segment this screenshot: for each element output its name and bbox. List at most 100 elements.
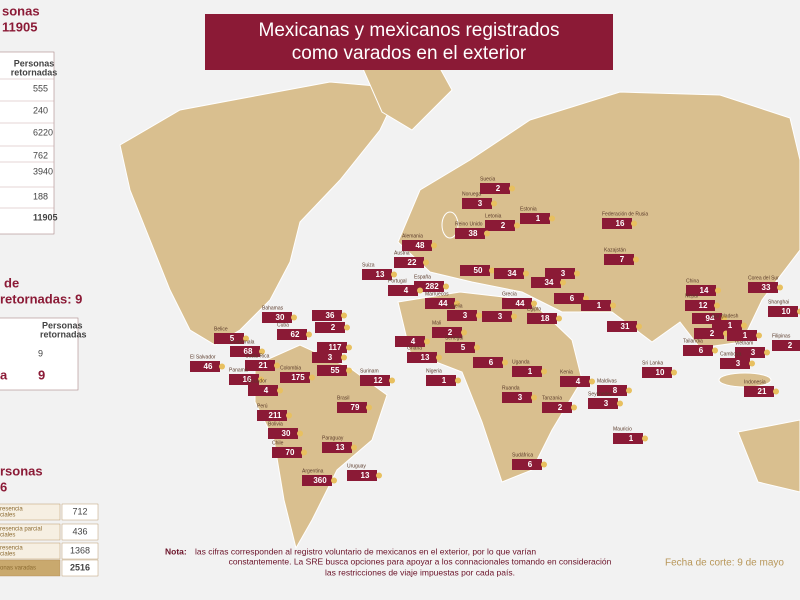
table-value: 11905 [33,212,58,222]
marker [720,358,750,369]
marker-dot [671,369,677,376]
column-header: retornadas [11,67,58,77]
marker [402,240,432,251]
country-label: Ruanda [502,385,520,391]
marker-value: 6 [570,294,575,303]
marker [277,329,307,340]
marker-value: 21 [758,387,767,396]
marker-value: 10 [656,368,665,377]
table-value: 1368 [70,545,90,555]
marker-value: 6 [528,460,533,469]
marker-dot [417,287,423,294]
country-label: Grecia [502,291,517,297]
marker-dot [749,360,755,367]
marker-dot [454,300,460,307]
note-text: las cifras corresponden al registro volu… [195,546,536,556]
marker [694,328,724,339]
table-value: 555 [33,83,48,93]
country-label: Perú [257,403,268,409]
marker [245,360,275,371]
marker-dot [274,362,280,369]
marker-dot [309,374,315,381]
marker [248,385,278,396]
country-label: Panamá [229,367,248,373]
marker-dot [461,329,467,336]
marker-value: 3 [736,359,741,368]
marker-dot [243,335,249,342]
marker-value: 13 [376,270,385,279]
marker [473,357,503,368]
marker-dot [741,322,747,329]
marker-dot [617,400,623,407]
country-label: Marruecos [425,291,449,297]
marker-dot [756,332,762,339]
marker [581,300,611,311]
marker-dot [777,284,783,291]
row-box [0,559,61,577]
marker-dot [531,300,537,307]
marker-value: 50 [474,266,483,275]
marker-value: 48 [416,241,425,250]
panel-heading: retornadas: 9 [0,291,82,306]
marker-dot [346,344,352,351]
marker [257,410,287,421]
marker-dot [531,394,537,401]
row-box [0,542,61,560]
marker-dot [474,344,480,351]
panel-heading: rsonas [0,463,43,478]
row-label: ciales [0,552,15,558]
marker [229,374,259,385]
marker [512,459,542,470]
marker-dot [636,323,642,330]
marker-dot [476,312,482,319]
marker-value: 2 [501,221,506,230]
table-frame [0,317,79,391]
marker-value: 21 [259,361,268,370]
marker-dot [633,256,639,263]
country-label: Nepal [685,293,698,299]
marker [347,470,377,481]
marker-value: 44 [516,299,525,308]
marker-dot [431,242,437,249]
marker-value: 2 [496,184,501,193]
marker [462,198,492,209]
marker-value: 7 [620,255,625,264]
marker-value: 12 [699,301,708,310]
title: como varados en el exterior [292,43,527,64]
marker-dot [556,315,562,322]
marker-dot [484,230,490,237]
marker [560,376,590,387]
table-frame [0,51,55,235]
country-label: Senegal [445,335,463,341]
country-label: Vietnam [735,340,753,346]
marker-dot [715,287,721,294]
table-value: 188 [33,191,48,201]
marker [482,311,512,322]
marker-value: 62 [291,330,300,339]
marker-value: 3 [498,312,503,321]
marker-dot [346,367,352,374]
marker [362,269,392,280]
panel-heading: 11905 [2,19,37,34]
marker-dot [277,387,283,394]
marker-dot [523,270,529,277]
marker [190,361,220,372]
marker-value: 117 [329,343,342,352]
marker-value: 79 [351,403,360,412]
marker-dot [541,368,547,375]
marker-value: 13 [361,471,370,480]
marker [607,321,637,332]
panel-heading: de [4,275,19,290]
country-label: Sri Lanka [642,360,663,366]
marker-dot [610,302,616,309]
marker-dot [258,376,264,383]
marker [262,312,292,323]
table-value: 712 [72,506,87,516]
marker [744,386,774,397]
marker-value: 4 [576,377,581,386]
marker-value: 6 [699,346,704,355]
country-label: China [686,278,699,284]
marker [604,254,634,265]
marker-dot [589,378,595,385]
